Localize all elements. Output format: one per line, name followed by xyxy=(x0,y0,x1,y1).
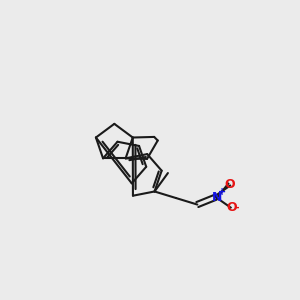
Text: -: - xyxy=(235,203,239,213)
Text: O: O xyxy=(224,178,235,191)
Text: +: + xyxy=(218,188,226,197)
Text: O: O xyxy=(226,201,236,214)
Text: N: N xyxy=(212,191,222,204)
